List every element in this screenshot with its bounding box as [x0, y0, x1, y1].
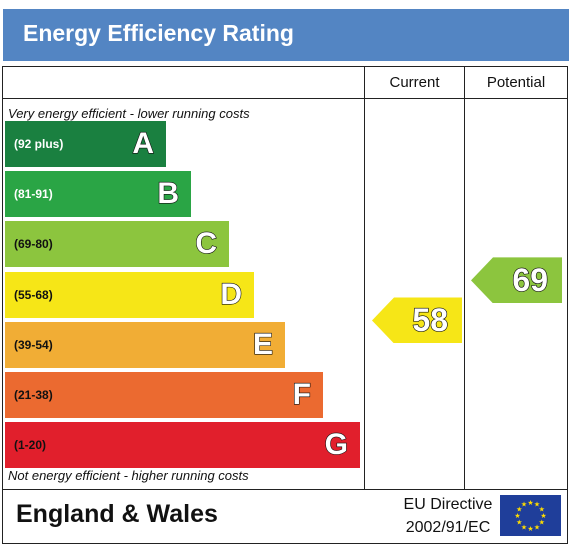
band-d-letter: D: [220, 277, 243, 311]
current-rating-arrow: 58: [372, 297, 462, 344]
band-b-letter: B: [157, 177, 180, 211]
band-a: (92 plus) A: [5, 121, 166, 167]
eu-star-icon: ★: [534, 501, 540, 509]
eu-directive-number: 2002/91/EC: [405, 519, 491, 536]
inefficient-note: Not energy efficient - higher running co…: [8, 468, 249, 483]
potential-rating-value: 69: [512, 262, 549, 299]
eu-star-icon: ★: [539, 506, 545, 514]
band-f-letter: F: [292, 377, 312, 411]
header-bar: Energy Efficiency Rating: [3, 9, 569, 61]
band-e-letter: E: [252, 327, 273, 361]
band-f-range: (21-38): [14, 388, 53, 402]
band-b-range: (81-91): [14, 187, 53, 202]
eu-star-icon: ★: [516, 519, 522, 527]
band-d: (55-68) D: [5, 271, 254, 318]
eu-star-icon: ★: [521, 523, 527, 531]
eu-star-icon: ★: [516, 506, 522, 514]
band-b: (81-91) B: [5, 171, 191, 218]
eu-star-icon: ★: [527, 499, 533, 507]
band-c: (69-80) C: [5, 221, 229, 268]
eu-star-icon: ★: [539, 519, 545, 527]
efficient-note: Very energy efficient - lower running co…: [8, 106, 250, 121]
column-divider-current: [364, 66, 365, 490]
band-g-range: (1-20): [14, 438, 47, 453]
eu-star-icon: ★: [521, 501, 527, 509]
eu-star-icon: ★: [540, 512, 546, 520]
page-title: Energy Efficiency Rating: [23, 20, 294, 46]
band-g: (1-20) G: [5, 422, 360, 469]
band-e-range: (39-54): [14, 337, 53, 352]
eu-star-icon: ★: [514, 512, 520, 520]
header-row-divider: [2, 98, 568, 99]
band-d-range: (55-68): [14, 287, 53, 302]
band-e: (39-54) E: [5, 321, 285, 368]
eu-flag-icon: ★ ★ ★ ★ ★ ★ ★ ★ ★ ★ ★ ★: [500, 495, 561, 536]
rating-table-frame: [2, 66, 568, 544]
region-label: England & Wales: [16, 500, 218, 528]
band-a-letter: A: [132, 126, 155, 160]
band-c-letter: C: [195, 227, 218, 261]
column-header-potential: Potential: [486, 74, 546, 91]
column-header-current: Current: [389, 74, 440, 91]
potential-rating-arrow: 69: [471, 257, 562, 304]
band-f: (21-38) F: [5, 372, 323, 418]
eu-directive-label: EU Directive: [403, 496, 493, 513]
eu-star-icon: ★: [534, 523, 540, 531]
band-c-range: (69-80): [14, 237, 53, 252]
column-divider-potential: [464, 66, 465, 490]
eu-star-icon: ★: [527, 525, 533, 533]
band-g-letter: G: [324, 428, 349, 462]
footer-row-divider: [2, 489, 568, 490]
current-rating-value: 58: [412, 302, 449, 339]
band-a-range: (92 plus): [14, 137, 64, 151]
